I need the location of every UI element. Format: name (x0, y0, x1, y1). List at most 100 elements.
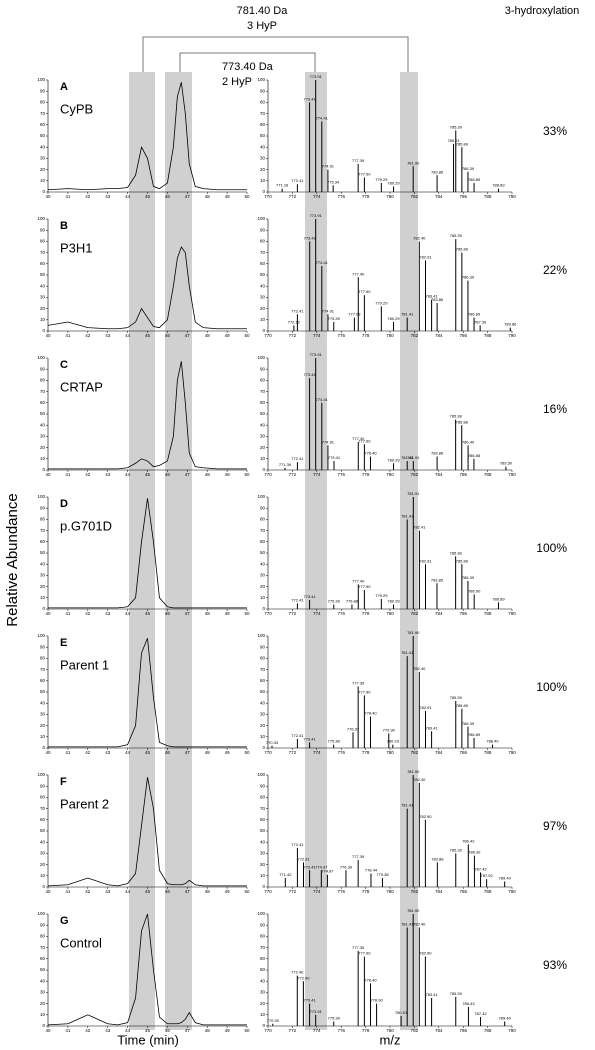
x-tick-label: 43 (105, 194, 111, 199)
peak-label: 782.41 (413, 525, 426, 530)
y-tick-label: 70 (260, 389, 266, 394)
y-tick-label: 60 (260, 539, 266, 544)
x-tick-label: 778 (362, 333, 370, 338)
peak-label: 773.41 (303, 998, 316, 1003)
y-tick-label: 80 (40, 934, 46, 939)
peak-label: 778.40 (364, 978, 377, 983)
x-tick-label: 790 (508, 611, 516, 616)
peak-label: 774.87 (321, 869, 334, 874)
y-tick-label: 0 (42, 884, 45, 889)
y-tick-label: 30 (260, 156, 266, 161)
x-tick-label: 784 (435, 194, 443, 199)
y-tick-label: 90 (40, 783, 46, 788)
peak-label: 788.40 (486, 739, 499, 744)
x-tick-label: 46 (165, 889, 171, 894)
peak-label: 780.29 (387, 316, 400, 321)
x-tick-label: 784 (435, 333, 443, 338)
peak-label: 787.42 (474, 1011, 487, 1016)
x-tick-label: 41 (65, 611, 71, 616)
x-tick-label: 48 (205, 333, 211, 338)
x-tick-label: 774 (313, 1028, 321, 1033)
x-tick-label: 778 (362, 611, 370, 616)
peak-label: 773.41 (303, 96, 316, 101)
y-tick-label: 10 (40, 734, 46, 739)
x-tick-label: 40 (45, 750, 51, 755)
y-tick-label: 10 (40, 1012, 46, 1017)
column-title: 3-hydroxylation (505, 5, 580, 17)
peak-label: 786.90 (468, 589, 481, 594)
y-tick-label: 80 (260, 795, 266, 800)
y-tick-label: 40 (40, 561, 46, 566)
x-tick-label: 47 (185, 1028, 191, 1033)
x-tick-label: 42 (85, 611, 91, 616)
y-tick-label: 90 (260, 783, 266, 788)
peak-label: 778.90 (370, 998, 383, 1003)
y-tick-label: 50 (40, 689, 46, 694)
trace (47, 82, 247, 191)
x-tick-label: 47 (185, 889, 191, 894)
y-tick-label: 100 (37, 911, 45, 916)
peak-label: 781.41 (401, 455, 414, 460)
y-tick-label: 80 (40, 239, 46, 244)
y-tick-label: 70 (260, 250, 266, 255)
x-tick-label: 40 (45, 1028, 51, 1033)
x-tick-label: 786 (459, 889, 467, 894)
percent: 97% (543, 819, 567, 833)
x-tick-label: 780 (386, 611, 394, 616)
x-tick-label: 772 (289, 194, 297, 199)
peak-label: 773.41 (303, 594, 316, 599)
x-tick-label: 782 (411, 194, 419, 199)
peak-label: 781.91 (407, 491, 420, 496)
peak-label: 772.12 (288, 319, 301, 324)
y-tick-label: 100 (257, 911, 265, 916)
x-tick-label: 47 (185, 611, 191, 616)
peak-label: 772.41 (291, 733, 304, 738)
x-tick-label: 45 (145, 750, 151, 755)
x-tick-label: 772 (289, 1028, 297, 1033)
peak-label: 771.42 (279, 872, 292, 877)
y-tick-label: 60 (260, 400, 266, 405)
x-tick-label: 43 (105, 1028, 111, 1033)
x-tick-label: 47 (185, 472, 191, 477)
x-tick-label: 45 (145, 472, 151, 477)
peak-label: 785.39 (450, 233, 463, 238)
x-axis-label: m/z (380, 1032, 401, 1047)
peak-label: 779.29 (375, 300, 388, 305)
peak-label: 772.41 (291, 842, 304, 847)
x-tick-label: 776 (337, 750, 345, 755)
x-tick-label: 43 (105, 750, 111, 755)
peak-label: 788.89 (492, 183, 505, 188)
y-tick-label: 20 (40, 167, 46, 172)
x-tick-label: 41 (65, 472, 71, 477)
x-tick-label: 47 (185, 333, 191, 338)
x-tick-label: 774 (313, 889, 321, 894)
y-axis-label: Relative Abundance (4, 493, 21, 626)
x-tick-label: 778 (362, 472, 370, 477)
band (129, 72, 155, 1030)
y-tick-label: 80 (260, 239, 266, 244)
x-tick-label: 776 (337, 1028, 345, 1033)
peak-label: 778.40 (364, 711, 377, 716)
y-tick-label: 90 (260, 88, 266, 93)
y-tick-label: 40 (40, 283, 46, 288)
peak-label: 782.91 (419, 255, 432, 260)
x-tick-label: 46 (165, 1028, 171, 1033)
y-tick-label: 20 (260, 306, 266, 311)
x-tick-label: 50 (244, 889, 250, 894)
peak-label: 777.90 (358, 438, 371, 443)
y-tick-label: 60 (40, 400, 46, 405)
panel-name: Parent 2 (60, 796, 109, 811)
y-tick-label: 90 (260, 644, 266, 649)
x-tick-label: 780 (386, 1028, 394, 1033)
y-tick-label: 10 (40, 873, 46, 878)
peak-label: 782.40 (413, 777, 426, 782)
x-tick-label: 780 (386, 750, 394, 755)
peak-label: 781.91 (407, 455, 420, 460)
y-tick-label: 40 (260, 839, 266, 844)
x-tick-label: 782 (411, 889, 419, 894)
y-tick-label: 0 (262, 1023, 265, 1028)
peak-label: 782.90 (419, 814, 432, 819)
y-tick-label: 20 (260, 1001, 266, 1006)
x-tick-label: 784 (435, 750, 443, 755)
